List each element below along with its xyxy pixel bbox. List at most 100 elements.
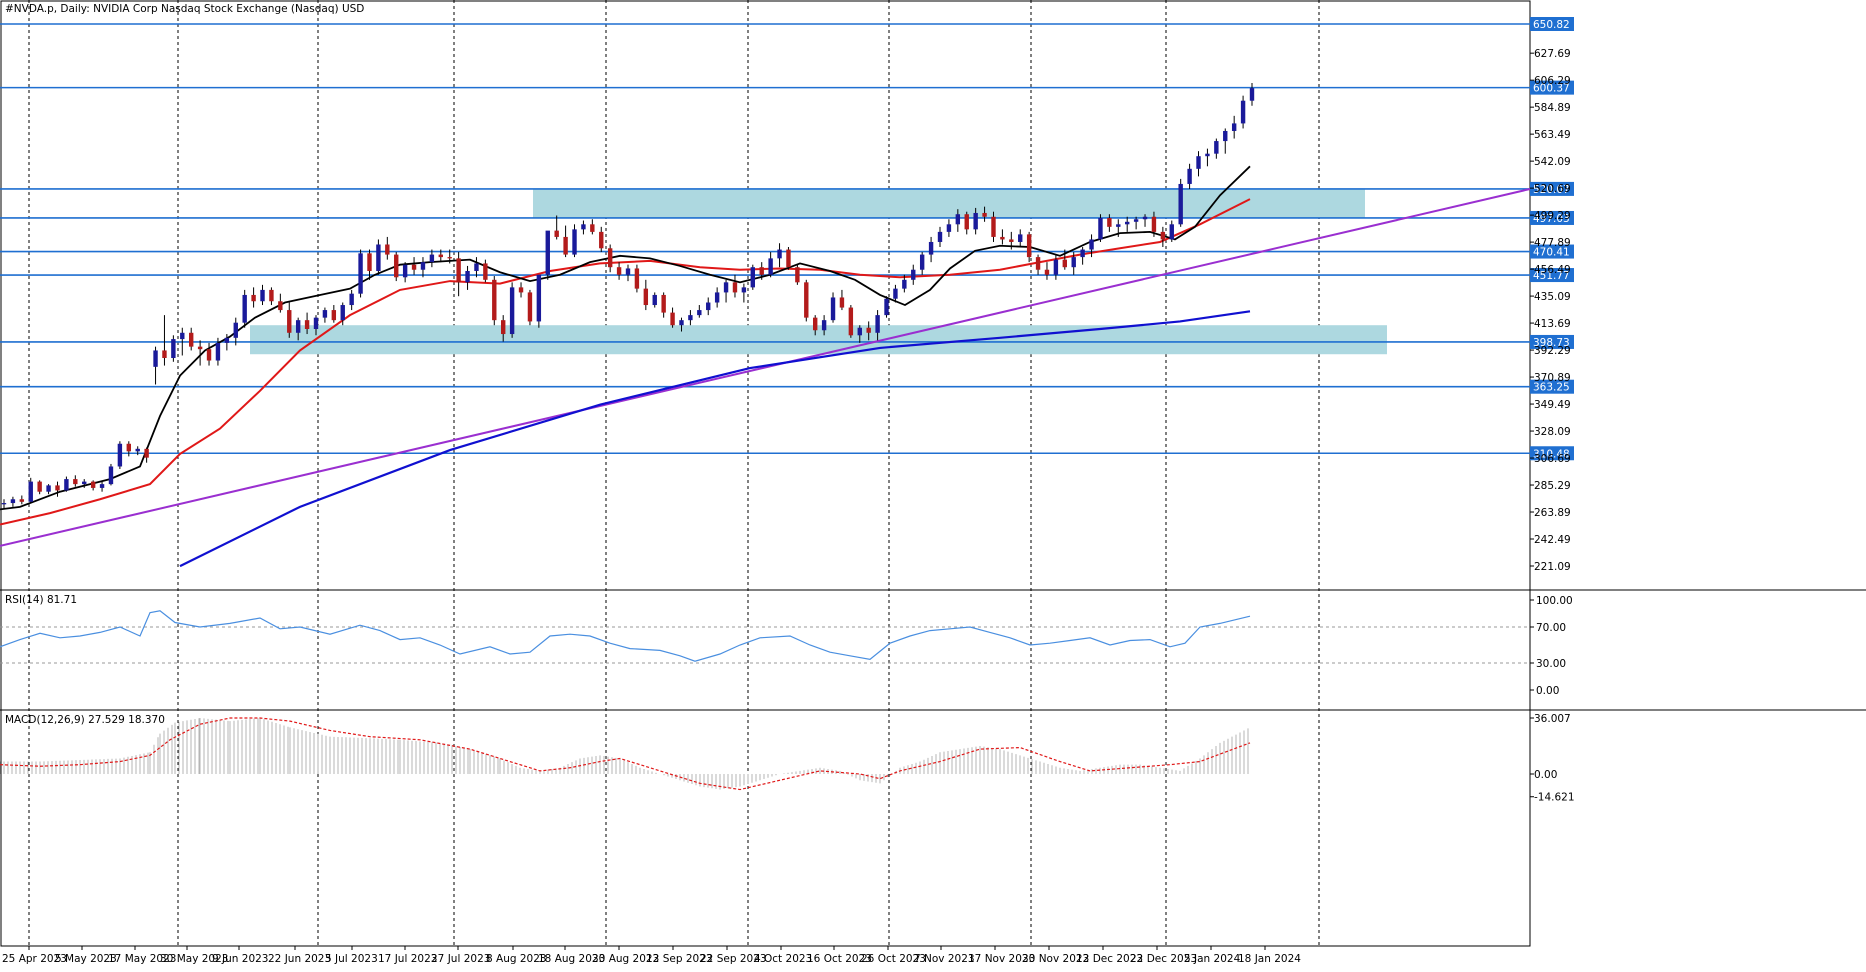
candle-body: [180, 332, 185, 340]
time-tick-label: 12 Dec 2023: [1076, 953, 1143, 965]
candle-body: [331, 310, 337, 321]
candle-body: [260, 289, 265, 302]
candle-body: [242, 294, 247, 323]
price-tick-label: 435.09: [1534, 291, 1571, 303]
candle-body: [1098, 218, 1103, 240]
candle-body: [759, 267, 764, 275]
candle-body: [385, 244, 390, 255]
price-level-value: 310.48: [1533, 448, 1570, 460]
candle-body: [420, 262, 426, 270]
candle-body: [1009, 239, 1014, 242]
candle-body: [206, 349, 212, 361]
candle-body: [1026, 234, 1032, 258]
price-level-value: 398.73: [1533, 337, 1570, 349]
candle-body: [839, 297, 845, 308]
price-level-badge: [1530, 268, 1574, 283]
time-tick-label: 12 Sep 2023: [646, 953, 713, 965]
candle-body: [697, 310, 702, 316]
chart-title: #NVDA.p, Daily: NVIDIA Corp Nasdaq Stock…: [5, 3, 364, 15]
candle-body: [108, 466, 114, 485]
time-tick-label: 4 Oct 2023: [754, 953, 812, 965]
price-level-value: 363.25: [1533, 382, 1570, 394]
resistance-zone: [533, 188, 1365, 218]
candle-body: [402, 264, 408, 278]
candle-body: [652, 294, 657, 306]
candle-body: [126, 443, 131, 452]
time-tick-label: 18 Aug 2023: [538, 953, 605, 965]
candle-body: [554, 230, 559, 237]
candle-body: [946, 224, 952, 232]
price-tick-label: 542.09: [1534, 156, 1571, 168]
candle-body: [1169, 224, 1174, 240]
time-tick-label: 5 May 2023: [55, 953, 117, 965]
candle-body: [777, 249, 782, 259]
candle-body: [340, 305, 345, 321]
price-level-badge: [1530, 379, 1574, 394]
candle-body: [1231, 123, 1237, 131]
trendline: [0, 188, 1531, 547]
candle-body: [304, 320, 310, 329]
candle-body: [545, 230, 550, 275]
candle-body: [973, 212, 978, 230]
candle-body: [456, 258, 461, 283]
candle-body: [1133, 219, 1139, 222]
price-tick-label: 413.69: [1534, 318, 1571, 330]
candle-body: [394, 254, 399, 278]
candle-body: [572, 229, 577, 255]
candle-body: [616, 267, 622, 275]
candle-body: [688, 315, 693, 321]
candle-body: [1205, 153, 1210, 157]
candle-body: [804, 282, 809, 318]
candle-body: [99, 484, 105, 488]
price-level-value: 650.82: [1533, 19, 1570, 31]
time-tick-label: 5 Jul 2023: [325, 953, 378, 965]
candle-body: [1000, 236, 1005, 240]
candle-body: [1035, 257, 1041, 270]
candle-body: [625, 268, 631, 275]
candle-body: [483, 263, 488, 280]
candle-body: [1240, 100, 1246, 124]
candle-body: [634, 268, 640, 289]
candle-body: [1151, 216, 1157, 232]
candle-body: [438, 254, 443, 258]
price-tick-label: 306.69: [1534, 453, 1571, 465]
candle-body: [251, 294, 256, 302]
candle-body: [991, 216, 996, 237]
candlesticks: [1, 83, 1255, 510]
time-tick-label: 22 Sep 2023: [700, 953, 767, 965]
candle-body: [135, 448, 140, 452]
price-axis[interactable]: 650.82 600.37 520.07 497.03 470.41 451.77 398.…: [1530, 17, 1575, 804]
candle-body: [501, 320, 506, 335]
price-level-value: 451.77: [1533, 270, 1570, 282]
time-tick-label: 17 Jul 2023: [378, 953, 437, 965]
candle-body: [928, 241, 934, 255]
price-level-lines: [0, 23, 1530, 455]
candle-body: [536, 274, 542, 322]
candle-body: [955, 214, 961, 225]
candle-body: [643, 288, 649, 306]
time-tick-label: 17 May 2023: [108, 953, 176, 965]
candle-body: [233, 322, 238, 338]
candle-body: [64, 479, 69, 491]
candle-body: [741, 287, 747, 293]
candle-body: [197, 346, 203, 350]
candle-body: [821, 320, 827, 331]
candle-body: [278, 301, 283, 311]
time-tick-label: 9 Jun 2023: [212, 953, 268, 965]
support-resistance-zones: [250, 188, 1387, 355]
candle-body: [189, 332, 194, 347]
candle-body: [322, 310, 328, 318]
candle-body: [1142, 216, 1148, 220]
candle-body: [1125, 221, 1130, 225]
candle-body: [786, 249, 791, 268]
candle-body: [706, 302, 711, 311]
candle-body: [723, 282, 729, 293]
candle-body: [162, 350, 167, 359]
candle-body: [527, 292, 533, 322]
candle-body: [144, 448, 149, 458]
candle-body: [732, 282, 738, 293]
moving-averages: [0, 165, 1531, 568]
